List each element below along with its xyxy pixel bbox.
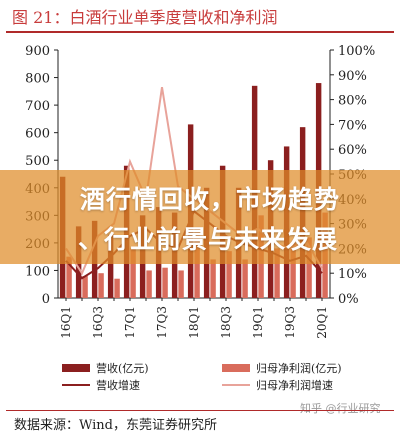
x-tick-label: 18Q1 (187, 306, 201, 339)
y-right-tick-label: 10% (338, 267, 367, 282)
y-right-tick-label: 0% (338, 292, 359, 307)
x-tick-label: 16Q1 (59, 306, 73, 339)
x-tick-label: 17Q3 (155, 306, 169, 339)
x-tick-label: 20Q1 (315, 306, 329, 339)
y-left-tick-label: 900 (25, 44, 50, 59)
bar-revenue (107, 234, 114, 298)
x-tick-label: 18Q3 (219, 306, 233, 339)
title-rule (6, 31, 394, 33)
legend-swatch-revenue (62, 364, 90, 372)
x-tick-label: 16Q3 (91, 306, 105, 339)
y-left-tick-label: 500 (25, 154, 50, 169)
chart-legend: 营收(亿元) 归母净利润(亿元) 营收增速 归母净利润增速 (62, 361, 342, 392)
bar-net-profit (178, 270, 184, 298)
y-left-tick-label: 700 (25, 99, 50, 114)
y-right-tick-label: 90% (338, 69, 367, 84)
bar-net-profit (130, 248, 136, 298)
bar-net-profit (290, 242, 296, 298)
bottom-rule (6, 410, 394, 411)
bar-net-profit (162, 267, 168, 298)
bar-net-profit (82, 275, 88, 298)
bar-net-profit (274, 248, 280, 298)
x-tick-label: 17Q1 (123, 306, 137, 339)
y-left-tick-label: 100 (25, 264, 50, 279)
legend-swatch-net-profit (222, 364, 250, 372)
y-right-tick-label: 80% (338, 94, 367, 109)
watermark: 知乎 @行业研究 (300, 402, 381, 415)
bar-net-profit (226, 251, 232, 298)
y-left-tick-label: 600 (25, 127, 50, 142)
y-right-tick-label: 100% (338, 44, 375, 59)
bar-net-profit (114, 278, 120, 298)
legend-label-revenue: 营收(亿元) (96, 361, 149, 375)
bar-net-profit (98, 273, 104, 298)
x-tick-label: 19Q1 (251, 306, 265, 339)
bar-net-profit (210, 259, 216, 298)
bar-net-profit (66, 256, 72, 298)
overlay-headline-line-2: 、行业前景与未来发展 (77, 225, 338, 254)
bar-net-profit (146, 270, 152, 298)
legend-label-revenue-growth: 营收增速 (96, 378, 140, 392)
overlay-headline-line-1: 酒行情回收，市场趋势 (79, 185, 340, 214)
y-left-tick-label: 0 (42, 292, 50, 307)
y-right-tick-label: 60% (338, 143, 367, 158)
chart-title: 图 21：白酒行业单季度营收和净利润 (12, 8, 278, 27)
overlay-banner (0, 170, 400, 264)
y-left-tick-label: 800 (25, 72, 50, 87)
bar-net-profit (306, 237, 312, 298)
x-tick-label: 19Q3 (283, 306, 297, 339)
legend-label-net-profit-growth: 归母净利润增速 (256, 378, 333, 392)
legend-label-net-profit: 归母净利润(亿元) (256, 361, 342, 375)
bar-net-profit (242, 259, 248, 298)
y-right-tick-label: 70% (338, 118, 367, 133)
data-source: 数据来源：Wind，东莞证券研究所 (14, 418, 217, 433)
